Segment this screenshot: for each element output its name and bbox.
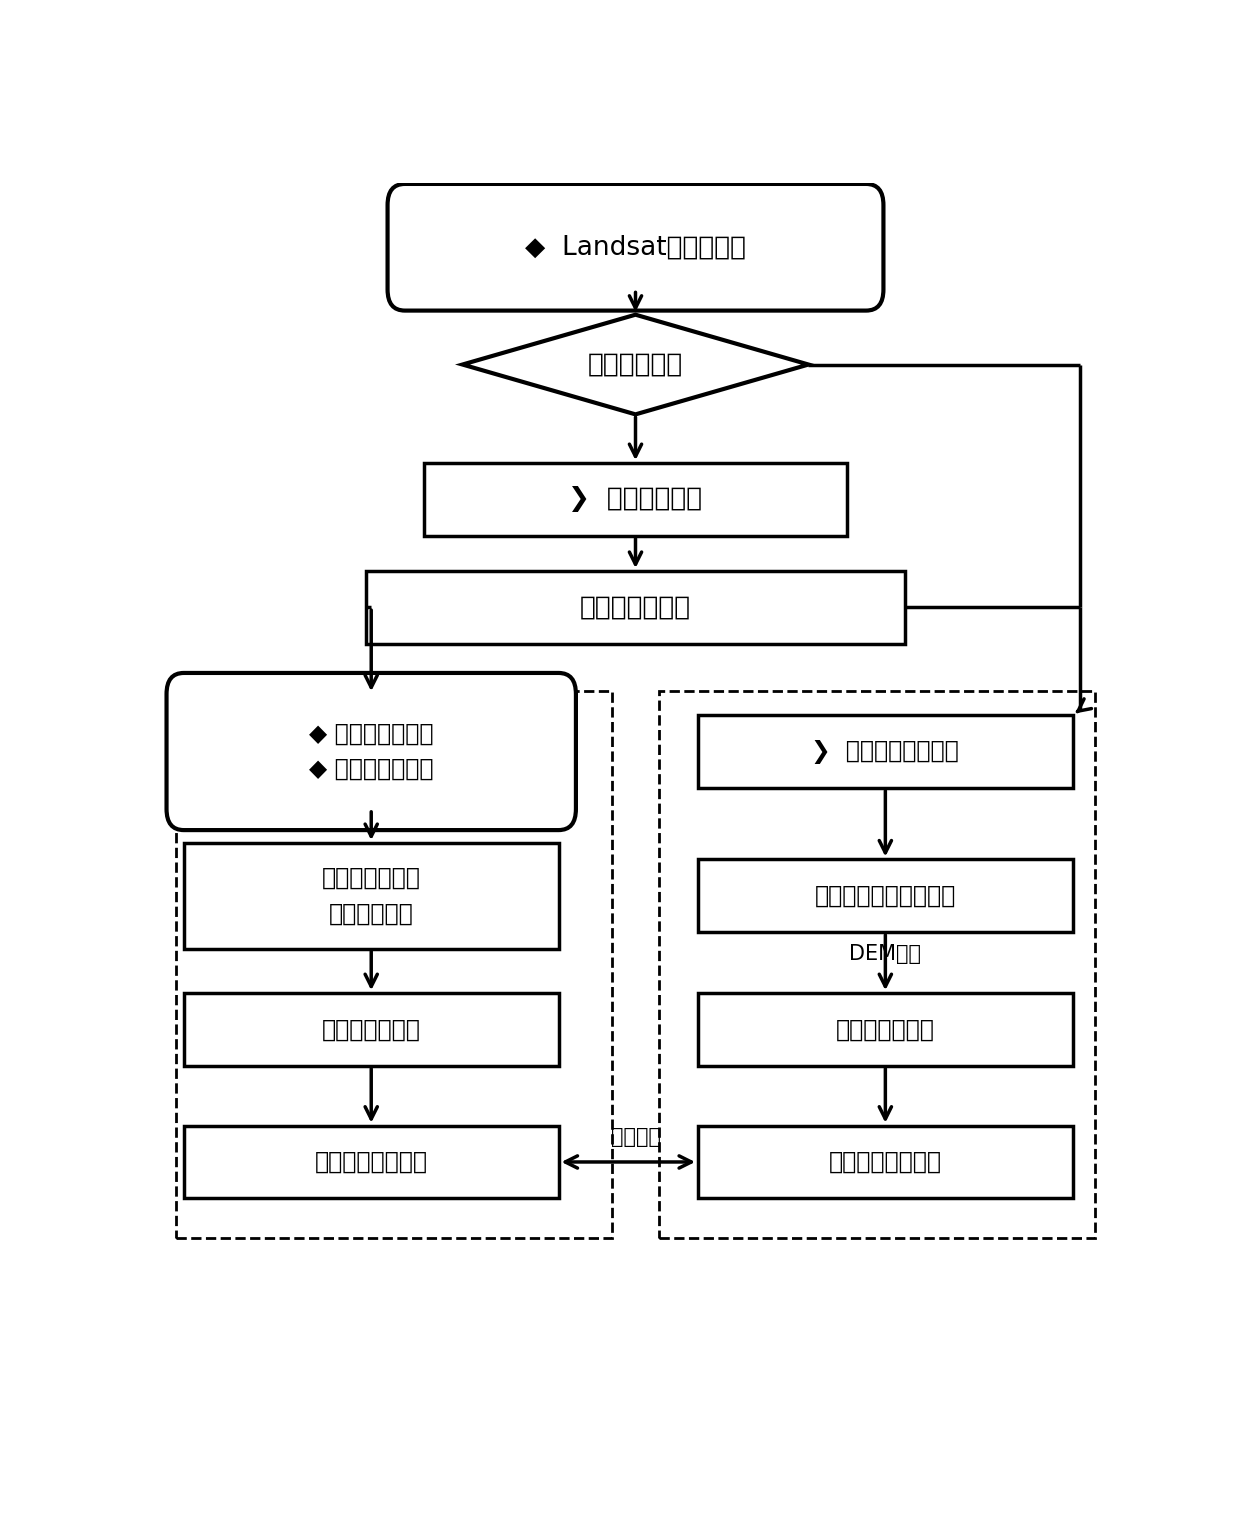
- Text: ◆  Landsat多时序影像: ◆ Landsat多时序影像: [525, 235, 746, 260]
- Text: 交叉验证: 交叉验证: [610, 1127, 661, 1147]
- Bar: [698, 859, 1073, 932]
- Bar: [367, 571, 905, 644]
- Text: 虚拟站位置挑选: 虚拟站位置挑选: [580, 594, 691, 620]
- FancyBboxPatch shape: [166, 673, 575, 830]
- Bar: [698, 1125, 1073, 1199]
- Text: 湖岸线高程提取: 湖岸线高程提取: [836, 1017, 935, 1042]
- Bar: [184, 844, 558, 949]
- Bar: [424, 463, 847, 536]
- Bar: [698, 716, 1073, 787]
- Text: 水域面积提取: 水域面积提取: [588, 352, 683, 378]
- Text: ❯  湖泊边界完整: ❯ 湖泊边界完整: [568, 486, 703, 512]
- Text: 航测数据处理、
地形产品生成: 航测数据处理、 地形产品生成: [322, 867, 420, 926]
- Text: ◆ 无人机航测数据
◆ 湖滨带高分影像: ◆ 无人机航测数据 ◆ 湖滨带高分影像: [309, 722, 434, 781]
- Text: 虚拟站区域湖岸线整合: 虚拟站区域湖岸线整合: [815, 883, 956, 908]
- Bar: [176, 690, 613, 1238]
- Text: 湖滨带高精度水位: 湖滨带高精度水位: [315, 1150, 428, 1174]
- Bar: [698, 993, 1073, 1066]
- FancyBboxPatch shape: [388, 184, 883, 311]
- Text: ❯  湖泊边界部分残缺: ❯ 湖泊边界部分残缺: [811, 740, 960, 763]
- Text: DEM数据: DEM数据: [849, 944, 921, 964]
- Text: 湖滨带高程提取: 湖滨带高程提取: [322, 1017, 420, 1042]
- Bar: [184, 1125, 558, 1199]
- Text: 缺省月份水位插値: 缺省月份水位插値: [828, 1150, 942, 1174]
- Bar: [658, 690, 1095, 1238]
- Bar: [184, 993, 558, 1066]
- Polygon shape: [463, 315, 808, 414]
